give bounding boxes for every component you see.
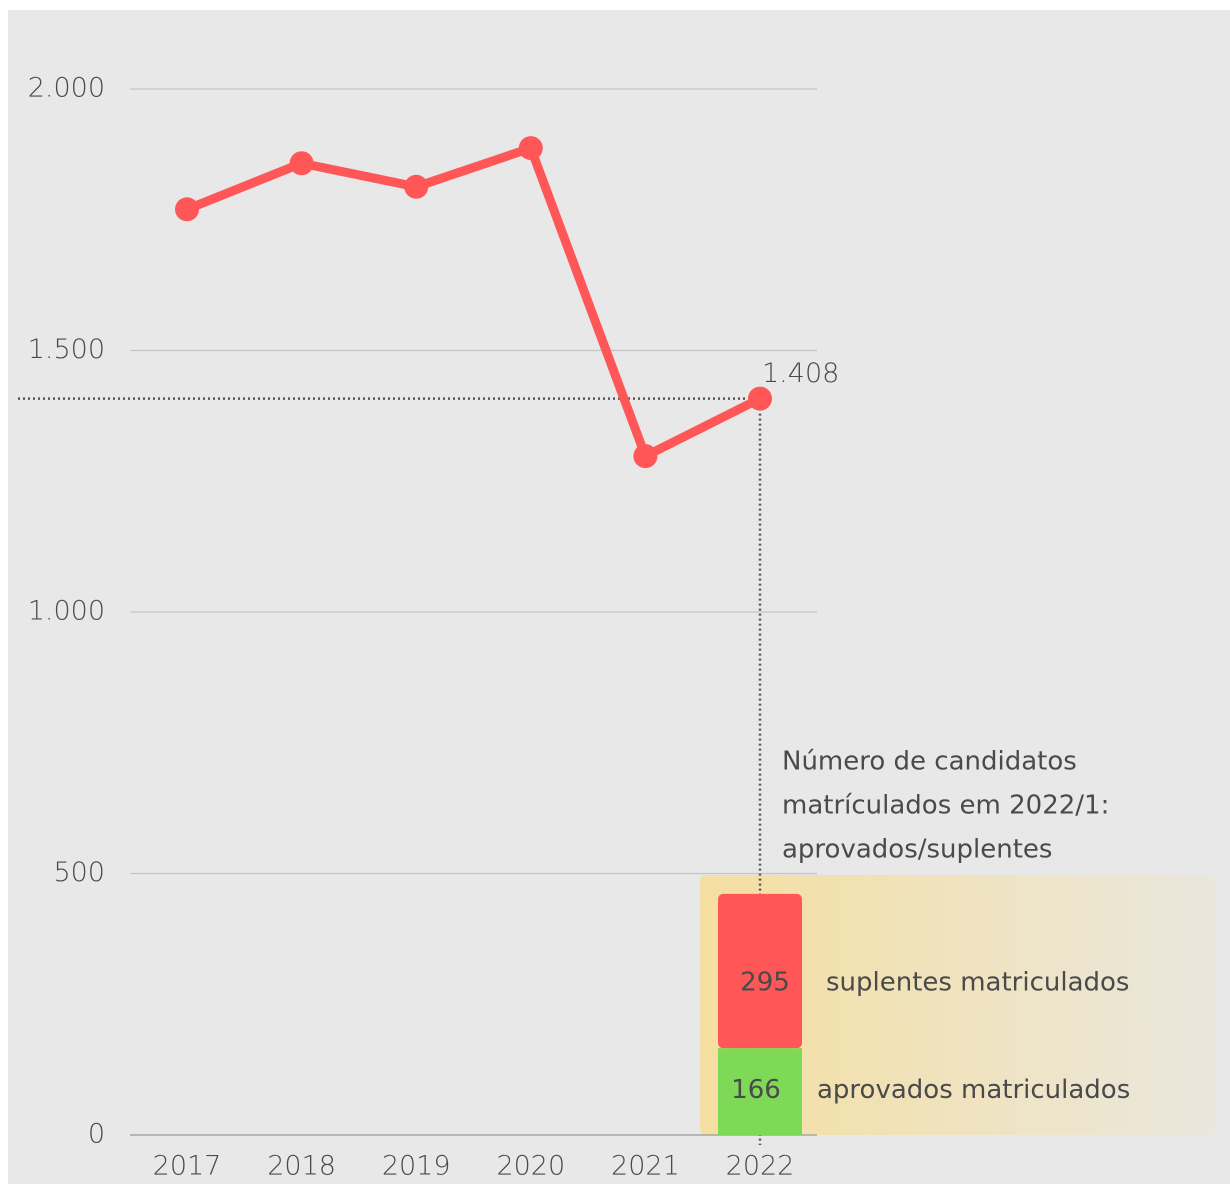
annotation: aprovados/suplentes (782, 835, 1052, 865)
x-tick-label: 2018 (267, 1151, 336, 1182)
x-tick-label: 2017 (153, 1151, 222, 1182)
point (748, 386, 772, 411)
point (404, 174, 429, 199)
x-tick-label: 2022 (726, 1151, 795, 1182)
annotation: Número de candidatos (782, 747, 1077, 777)
bar-segment (718, 893, 802, 1049)
y-tick-label: 500 (53, 857, 105, 888)
bar-legend: aprovados matriculados (817, 1075, 1130, 1105)
bar-value: 295 (740, 968, 790, 998)
point (633, 444, 658, 469)
bar-value: 166 (731, 1075, 781, 1105)
y-tick-label: 1.000 (28, 596, 105, 627)
highlight-box (700, 875, 1215, 1135)
y-tick-label: 1.500 (28, 334, 105, 365)
x-tick-label: 2021 (611, 1151, 680, 1182)
bar-segment (718, 1048, 802, 1135)
x-tick-label: 2019 (382, 1151, 451, 1182)
point (175, 197, 199, 222)
y-tick-label: 2.000 (28, 73, 105, 104)
x-tick-label: 2020 (496, 1151, 565, 1182)
line-series (185, 143, 763, 461)
y-tick-label: 0 (88, 1119, 105, 1150)
annotation: matrículados em 2022/1: (782, 791, 1109, 821)
data-label: 1.408 (762, 358, 839, 389)
point (289, 151, 314, 176)
bar-legend: suplentes matriculados (826, 968, 1129, 998)
point (518, 136, 543, 161)
